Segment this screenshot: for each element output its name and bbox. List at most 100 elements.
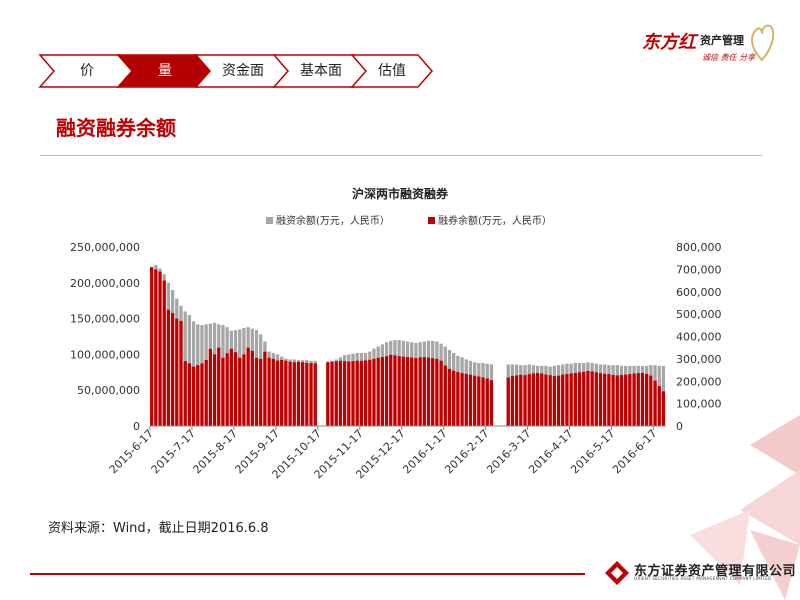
nav-chevrons: [38, 54, 433, 88]
short-balance-bar: [254, 357, 259, 426]
short-balance-bar: [401, 356, 405, 426]
short-balance-bar: [221, 357, 225, 426]
x-tick-label: 2015-6-17: [107, 427, 156, 476]
short-balance-bar: [166, 309, 171, 426]
short-balance-bar: [586, 370, 590, 426]
tab-volume[interactable]: 量: [158, 63, 172, 79]
tab-liquidity[interactable]: 资金面: [222, 63, 264, 79]
short-balance-bar: [460, 373, 464, 426]
short-balance-bar: [619, 374, 624, 426]
short-balance-bar: [196, 365, 200, 426]
x-tick-label: 2016-4-17: [526, 427, 575, 476]
left-axis-tick-label: 150,000,000: [70, 313, 140, 326]
short-balance-bar: [410, 357, 414, 426]
legend-label-short: 融券余额(万元，人民币）: [438, 214, 552, 227]
short-balance-bar: [422, 357, 426, 426]
short-balance-bar: [225, 353, 229, 426]
deco-triangle-4: [750, 530, 800, 600]
tab-price[interactable]: 价: [80, 63, 94, 79]
short-balance-bar: [527, 374, 531, 426]
short-balance-bar: [439, 360, 443, 426]
right-axis-tick-label: 800,000: [676, 241, 722, 254]
legend-swatch-margin: [266, 217, 273, 224]
tab-valuation[interactable]: 估值: [378, 63, 406, 79]
short-balance-bar: [372, 358, 376, 427]
short-balance-bar: [456, 372, 460, 426]
short-balance-bar: [477, 376, 481, 426]
tab-fundamentals[interactable]: 基本面: [300, 63, 342, 79]
x-tick-label: 2016-5-17: [568, 427, 617, 476]
short-balance-bar: [284, 360, 288, 426]
short-balance-bar: [309, 363, 313, 426]
short-balance-bar: [523, 375, 527, 426]
short-balance-bar: [208, 348, 212, 426]
short-balance-bar: [389, 354, 393, 426]
right-axis-tick-label: 300,000: [676, 353, 722, 366]
short-balance-bar: [305, 362, 309, 426]
short-balance-bars: [150, 267, 666, 427]
right-axis-tick-label: 700,000: [676, 263, 722, 276]
short-balance-bar: [229, 348, 233, 426]
left-axis-ticks: 0 50,000,000 100,000,000 150,000,000 200,000…: [70, 241, 140, 433]
short-balance-bar: [519, 374, 523, 426]
x-tick-label: 2016-2-17: [442, 427, 491, 476]
short-balance-bar: [183, 361, 187, 426]
short-balance-bar: [603, 373, 607, 426]
short-balance-bar: [376, 357, 380, 426]
right-axis-tick-label: 400,000: [676, 331, 722, 344]
source-note: 资料来源：Wind，截止日期2016.6.8: [48, 521, 269, 536]
short-balance-bar: [301, 362, 305, 426]
short-balance-bar: [393, 355, 397, 426]
deco-triangle-3: [690, 510, 750, 585]
short-balance-bar: [594, 372, 598, 426]
short-balance-bar: [275, 360, 280, 426]
short-balance-bar: [359, 360, 364, 426]
short-balance-bar: [158, 271, 162, 426]
short-balance-bar: [418, 357, 422, 426]
short-balance-bar: [590, 371, 594, 426]
short-balance-bar: [473, 375, 477, 426]
short-balance-bar: [175, 318, 179, 426]
legend-label-margin: 融资余额(万元，人民币）: [276, 214, 390, 227]
x-tick-label: 2015-7-17: [149, 427, 198, 476]
chart-title: 沪深两市融资融券: [352, 186, 449, 201]
short-balance-bar: [548, 375, 552, 426]
short-balance-bar: [179, 320, 183, 426]
short-balance-bar: [426, 357, 431, 426]
title-divider: [40, 155, 762, 156]
right-axis-tick-label: 0: [676, 420, 683, 433]
short-balance-bar: [363, 360, 368, 426]
right-axis-tick-label: 600,000: [676, 286, 722, 299]
short-balance-bar: [288, 361, 292, 426]
company-logo-icon: [605, 561, 629, 585]
short-balance-bar: [431, 358, 435, 426]
short-balance-bar: [150, 267, 154, 426]
short-balance-bar: [531, 373, 536, 426]
short-balance-bar: [657, 386, 661, 426]
short-balance-bar: [649, 375, 653, 426]
short-balance-bar: [611, 374, 615, 426]
short-balance-bar: [204, 359, 208, 426]
short-balance-bar: [355, 360, 359, 426]
short-balance-bar: [506, 377, 510, 426]
short-balance-bar: [380, 357, 384, 426]
left-axis-tick-label: 0: [133, 420, 140, 433]
short-balance-bar: [187, 363, 192, 426]
short-balance-bar: [296, 361, 301, 426]
short-balance-bar: [368, 359, 372, 426]
short-balance-bar: [384, 356, 389, 426]
logo-subtitle: 资产管理: [700, 34, 744, 47]
short-balance-bar: [632, 373, 636, 426]
short-balance-bar: [330, 361, 334, 426]
short-balance-bar: [535, 372, 540, 426]
short-balance-bar: [653, 380, 657, 426]
footer-line: [30, 573, 585, 575]
short-balance-bar: [443, 365, 447, 426]
short-balance-bar: [191, 366, 196, 426]
logo-tagline: 诚信 责任 分享: [702, 53, 756, 62]
short-balance-bar: [565, 374, 569, 426]
heart-logo-icon: [751, 24, 775, 62]
short-balance-bar: [624, 374, 628, 426]
right-axis-tick-label: 500,000: [676, 308, 722, 321]
short-balance-bar: [250, 350, 254, 426]
